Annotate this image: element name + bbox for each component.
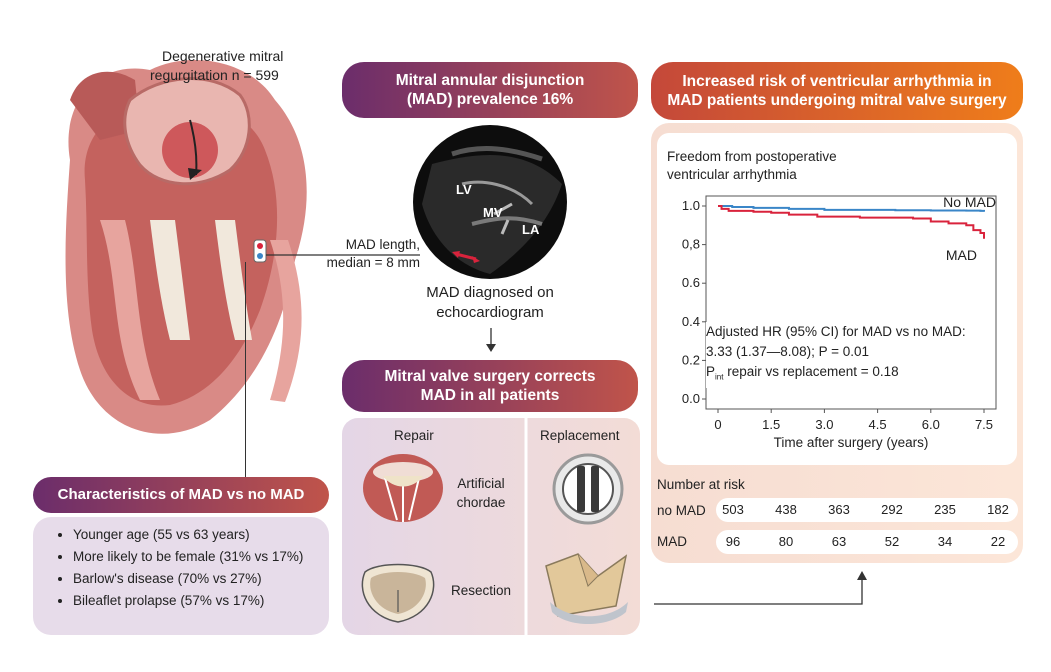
- hr-annotation-line1: Adjusted HR (95% CI) for MAD vs no MAD:: [706, 324, 966, 339]
- risk-value: 292: [881, 502, 903, 517]
- x-tick-label: 4.5: [869, 417, 887, 432]
- characteristics-title: Characteristics of MAD vs no MAD: [57, 485, 305, 503]
- series-label-mad: MAD: [946, 247, 977, 263]
- prevalence-title-line1: Mitral annular disjunction: [395, 71, 585, 89]
- pint-annotation: Pint repair vs replacement = 0.18: [706, 364, 899, 382]
- risk-title-line1: Increased risk of ventricular arrhythmia…: [682, 72, 992, 90]
- replacement-label: Replacement: [540, 428, 620, 443]
- series-line-mad: [718, 205, 985, 239]
- heart-label-line2: regurgitation n = 599: [150, 67, 279, 83]
- chart-title-line1: Freedom from postoperative: [667, 149, 837, 164]
- heart-illustration: [65, 60, 307, 434]
- x-axis-label: Time after surgery (years): [774, 435, 929, 450]
- heart-label-line1: Degenerative mitral: [162, 48, 284, 64]
- surgery-pill: [342, 360, 638, 412]
- characteristics-pill: [33, 477, 329, 513]
- hr-annotation-line2: 3.33 (1.37—8.08); P = 0.01: [706, 344, 869, 359]
- characteristic-item: Younger age (55 vs 63 years): [73, 527, 363, 542]
- y-tick-label: 0,8: [682, 237, 700, 252]
- mad-length-line1: MAD length,: [345, 237, 420, 252]
- risk-table-title: Number at risk: [657, 477, 745, 492]
- mad-length-connector: [266, 254, 420, 256]
- km-chart-area: [657, 133, 1017, 465]
- risk-value: 34: [937, 534, 953, 549]
- mechanical-valve-image: [552, 453, 624, 525]
- risk-value: 182: [987, 502, 1009, 517]
- y-tick-label: 0.2: [682, 352, 700, 367]
- risk-pill: [651, 62, 1023, 120]
- resection-image: [361, 563, 435, 623]
- chordae-line1: Artificial: [457, 476, 505, 491]
- surgery-title-line2: MAD in all patients: [420, 387, 560, 404]
- risk-value: 63: [831, 534, 847, 549]
- risk-value: 80: [778, 534, 794, 549]
- x-tick-label: 7.5: [975, 417, 993, 432]
- risk-row-nomad: 503 438 363 292 235 182: [716, 498, 1018, 522]
- chordae-line2: chordae: [456, 495, 506, 510]
- bottom-connector-arrow: [654, 571, 867, 605]
- characteristic-item: Bileaflet prolapse (57% vs 17%): [73, 593, 363, 608]
- chart-title-line2: ventricular arrhythmia: [667, 167, 797, 182]
- risk-value: 96: [725, 534, 741, 549]
- characteristic-item: More likely to be female (31% vs 17%): [73, 549, 363, 564]
- y-tick-label: 0.0: [682, 391, 700, 406]
- characteristic-item: Barlow's disease (70% vs 27%): [73, 571, 363, 586]
- surgery-title-line1: Mitral valve surgery corrects: [384, 367, 596, 385]
- risk-value: 22: [990, 534, 1006, 549]
- risk-title-line2: MAD patients undergoing mitral valve sur…: [667, 92, 1007, 109]
- heart-down-connector: [245, 262, 246, 484]
- artificial-chordae-image: [363, 454, 443, 522]
- diagnosed-line1: MAD diagnosed on: [426, 284, 554, 301]
- risk-value: 52: [884, 534, 900, 549]
- echo-label-la: LA: [522, 222, 540, 237]
- diagnosed-line2: echocardiogram: [436, 304, 544, 321]
- y-tick-label: 0.6: [682, 275, 700, 290]
- repair-label: Repair: [394, 428, 434, 443]
- x-tick-label: 1.5: [762, 417, 780, 432]
- km-chart: 1.0 0,8 0.6 0.4 0.2 0.0 0 1.5 3.0 4.5 6.0 7.5 Time a…: [682, 194, 997, 450]
- plot-frame: [705, 195, 997, 410]
- risk-value: 503: [722, 502, 744, 517]
- characteristics-panel: [33, 517, 329, 635]
- echo-label-lv: LV: [456, 182, 472, 197]
- series-line-no-mad: [718, 205, 985, 212]
- x-tick-label: 6.0: [922, 417, 940, 432]
- down-arrow: [486, 328, 496, 352]
- x-tick-label: 0: [714, 417, 721, 432]
- risk-row-label-mad: MAD: [657, 534, 687, 549]
- y-tick-label: 1.0: [682, 198, 700, 213]
- risk-value: 235: [934, 502, 956, 517]
- risk-value: 438: [775, 502, 797, 517]
- resection-label: Resection: [451, 583, 512, 598]
- characteristics-list: Younger age (55 vs 63 years) More likely…: [33, 527, 363, 615]
- y-tick-label: 0.4: [682, 314, 700, 329]
- x-tick-label: 3.0: [815, 417, 833, 432]
- risk-row-mad: 96 80 63 52 34 22: [716, 530, 1018, 554]
- mad-length-line2: median = 8 mm: [326, 255, 420, 270]
- prevalence-title-line2: (MAD) prevalence 16%: [406, 91, 574, 108]
- series-label-no-mad: No MAD: [943, 194, 996, 210]
- bioprosthetic-valve-image: [545, 553, 628, 624]
- prevalence-pill: [342, 62, 638, 118]
- echocardiogram-image: [413, 125, 567, 279]
- echo-label-mv: MV: [483, 205, 503, 220]
- risk-value: 363: [828, 502, 850, 517]
- risk-row-label-nomad: no MAD: [657, 503, 706, 518]
